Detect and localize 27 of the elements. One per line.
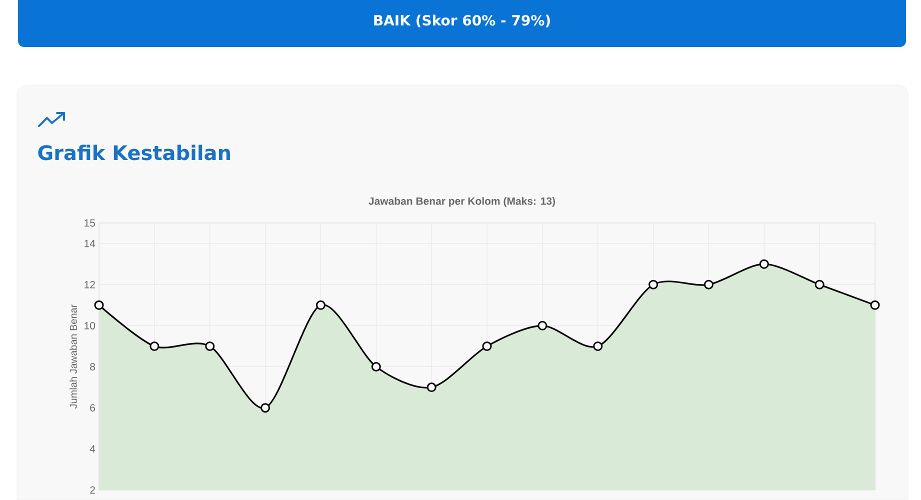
point: [814, 280, 824, 290]
text: Grafik Kestabilan: [38, 144, 230, 160]
y-tick-label: 2: [90, 486, 95, 494]
y-tick-label: 6: [90, 404, 96, 412]
point: [648, 280, 658, 290]
point: [316, 300, 326, 310]
point: [482, 341, 492, 351]
y-axis-title: Jumlah Jawaban Benar: [70, 304, 77, 409]
point: [150, 341, 160, 351]
y-tick-label: 10: [84, 322, 96, 330]
chart-title: Jawaban Benar per Kolom (Maks: 13): [368, 197, 556, 207]
point: [870, 300, 880, 310]
point: [704, 280, 714, 290]
point: [94, 300, 104, 310]
y-tick-label: 15: [84, 219, 96, 227]
point: [759, 259, 769, 269]
text: BAIK (Skor 60% - 79%): [374, 14, 550, 28]
point: [260, 403, 270, 413]
y-tick-label: 14: [84, 240, 96, 248]
y-tick-label: 4: [90, 445, 96, 453]
y-tick-label: 12: [84, 280, 95, 288]
point: [371, 362, 381, 372]
point: [593, 341, 603, 351]
point: [538, 320, 548, 330]
point: [426, 382, 436, 392]
y-tick-label: 8: [90, 363, 96, 370]
point: [205, 341, 215, 351]
